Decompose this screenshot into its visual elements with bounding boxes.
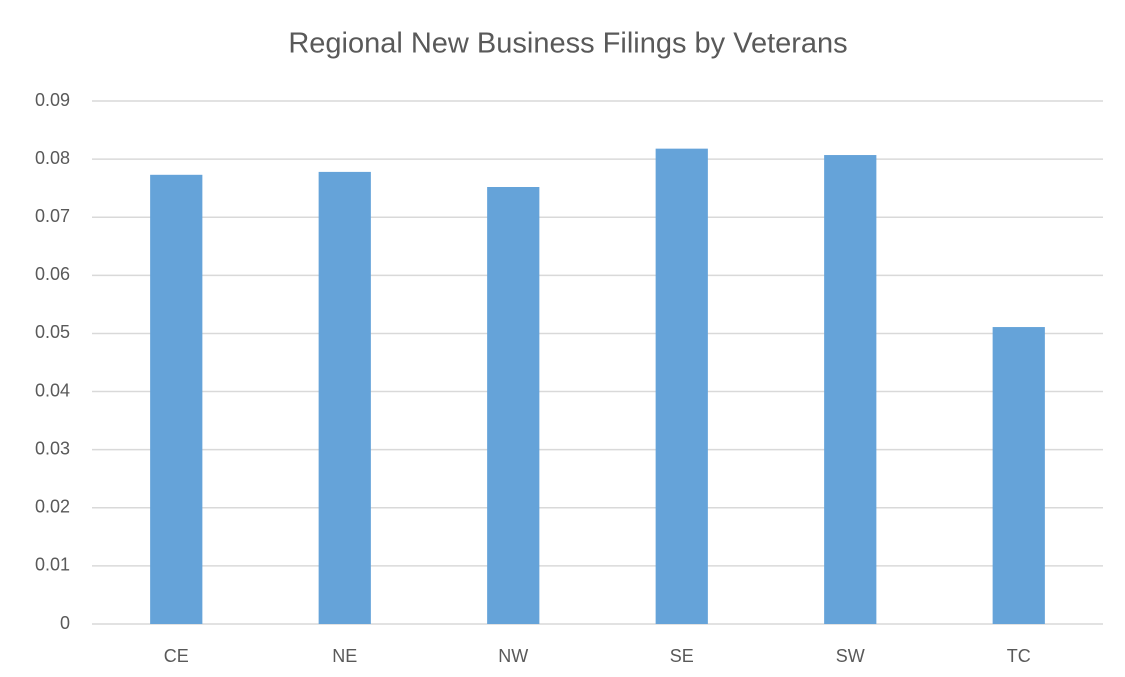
x-tick-label: TC — [1007, 646, 1031, 666]
bar — [992, 327, 1045, 624]
bar — [487, 187, 540, 624]
x-tick-label: NE — [332, 646, 357, 666]
bar — [318, 171, 371, 624]
y-tick-label: 0.07 — [35, 206, 70, 226]
x-tick-label: SE — [670, 646, 694, 666]
y-tick-label: 0.02 — [35, 497, 70, 517]
y-tick-label: 0.04 — [35, 380, 70, 400]
x-tick-label: SW — [836, 646, 865, 666]
y-tick-label: 0.06 — [35, 264, 70, 284]
chart-title: Regional New Business Filings by Veteran… — [288, 28, 847, 60]
y-tick-label: 0 — [60, 613, 70, 633]
y-tick-label: 0.01 — [35, 555, 70, 575]
bar — [824, 155, 877, 624]
bar — [150, 174, 203, 624]
y-tick-label: 0.08 — [35, 148, 70, 168]
x-tick-label: CE — [164, 646, 189, 666]
y-tick-label: 0.05 — [35, 322, 70, 342]
y-tick-label: 0.03 — [35, 438, 70, 458]
y-tick-label: 0.09 — [35, 90, 70, 110]
x-tick-label: NW — [498, 646, 528, 666]
bar — [655, 148, 708, 624]
